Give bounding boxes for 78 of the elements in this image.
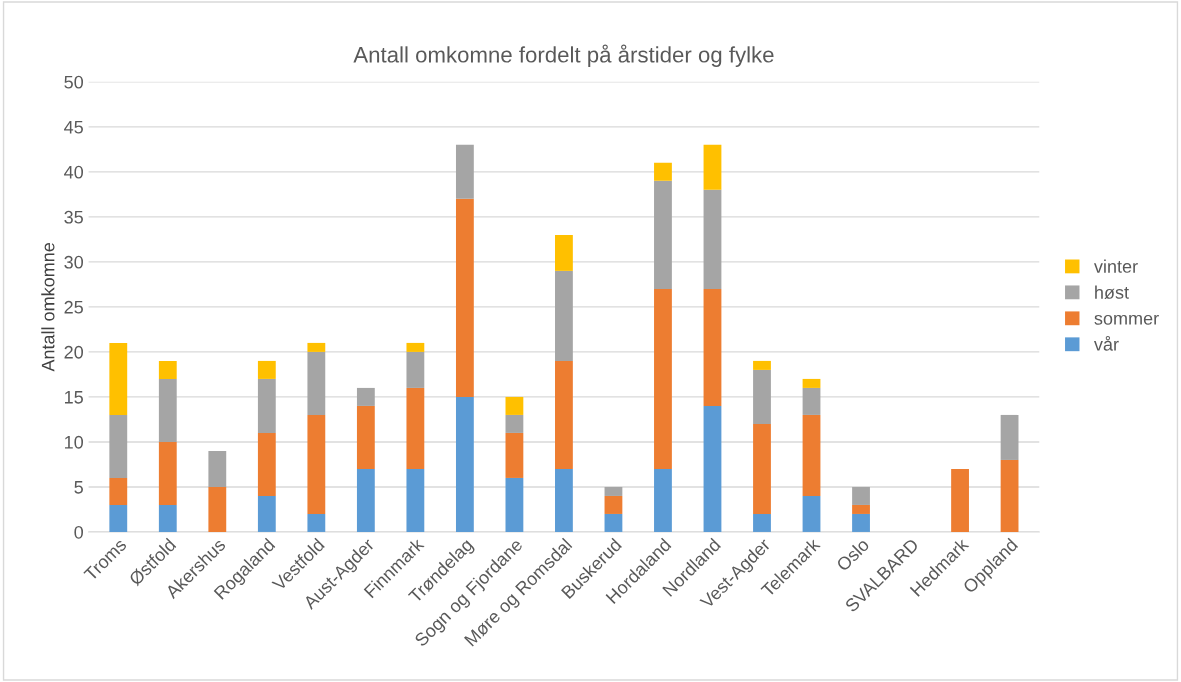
bar (703, 288, 722, 406)
legend-label: vinter (1093, 259, 1138, 273)
bar (505, 477, 524, 532)
bar (1000, 414, 1019, 460)
y-tick-label: 50 (64, 75, 84, 89)
bar (802, 387, 821, 415)
bar (158, 441, 177, 505)
bar (455, 144, 474, 199)
bar (257, 495, 276, 532)
bar (406, 342, 425, 352)
bar (654, 162, 672, 181)
bar (208, 450, 227, 487)
bar (455, 396, 474, 532)
bar (753, 423, 771, 514)
bar (208, 486, 227, 532)
bar (307, 351, 326, 415)
bar (951, 468, 969, 532)
legend-label: vår (1093, 335, 1119, 351)
bar (505, 414, 524, 433)
bar (455, 198, 474, 397)
bar (109, 477, 128, 505)
bar (406, 387, 425, 469)
bar (703, 405, 722, 532)
bar (158, 504, 177, 532)
bar (753, 369, 771, 424)
bar (307, 414, 326, 514)
bar (555, 234, 573, 271)
bar (852, 486, 870, 505)
bar (753, 360, 771, 370)
y-tick-label: 45 (64, 120, 83, 134)
bar (257, 378, 276, 433)
y-tick-label: 5 (74, 481, 83, 494)
y-tick-label: 35 (64, 210, 83, 224)
y-axis-title: Antall omkomne (41, 242, 55, 372)
bar (356, 405, 375, 469)
bar (555, 468, 573, 532)
bar (852, 513, 870, 532)
y-tick-label: 25 (64, 300, 83, 314)
bar (703, 189, 722, 289)
bar (158, 378, 177, 442)
bar (158, 360, 177, 379)
bar (406, 351, 425, 388)
y-tick-label: 15 (65, 391, 83, 404)
bar (356, 468, 375, 532)
bar (604, 513, 623, 532)
bar (802, 495, 821, 532)
bar (257, 360, 276, 379)
bar (654, 288, 672, 469)
bar (356, 387, 375, 406)
y-tick-label: 20 (64, 345, 84, 359)
bar (555, 360, 573, 469)
bar (257, 432, 276, 496)
bar (654, 180, 672, 289)
bar (753, 513, 771, 532)
bar (802, 378, 821, 388)
bar (307, 342, 326, 352)
bar (307, 513, 326, 532)
y-tick-label: 30 (64, 255, 84, 269)
legend-label: sommer (1094, 314, 1159, 325)
bar (654, 468, 672, 532)
chart-title: Antall omkomne fordelt på årstider og fylke (353, 44, 774, 68)
bar (604, 495, 623, 514)
bar (109, 342, 128, 415)
bar (505, 432, 524, 478)
y-tick-label: 10 (65, 435, 84, 449)
bar (109, 504, 128, 532)
bar (802, 414, 821, 496)
y-tick-label: 0 (74, 525, 84, 539)
bar (555, 270, 573, 361)
bar (604, 486, 623, 496)
y-tick-label: 40 (64, 165, 84, 179)
bar (109, 414, 128, 478)
bar (852, 504, 870, 514)
bar (1000, 459, 1019, 532)
bar (505, 396, 524, 415)
bar (406, 468, 425, 532)
bar (703, 144, 722, 190)
legend-label: høst (1095, 285, 1129, 299)
